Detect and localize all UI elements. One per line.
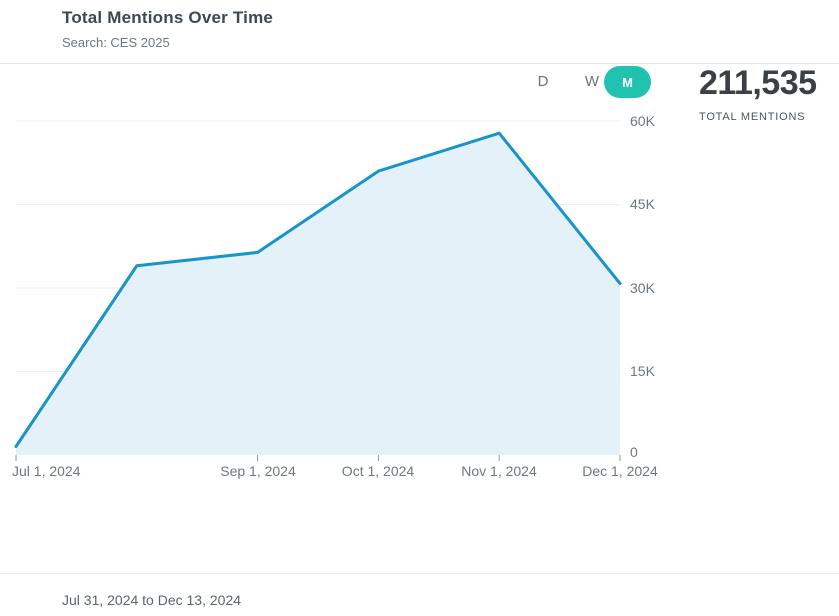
x-axis-label: Dec 1, 2024 — [582, 463, 658, 479]
granularity-daily-button[interactable]: D — [537, 73, 549, 90]
area-fill — [16, 133, 620, 455]
y-axis-label: 15K — [630, 363, 655, 379]
page-title: Total Mentions Over Time — [62, 8, 274, 27]
y-axis-label: 0 — [630, 444, 638, 460]
x-axis-label: Jul 1, 2024 — [12, 463, 81, 479]
total-mentions-summary: 211,535 TOTAL MENTIONS — [699, 66, 835, 123]
y-axis-label: 30K — [630, 280, 655, 296]
x-axis-label: Oct 1, 2024 — [341, 463, 415, 479]
footer-divider — [0, 573, 839, 574]
y-axis-label: 45K — [630, 196, 655, 212]
granularity-weekly-button[interactable]: W — [584, 73, 600, 90]
mentions-area-chart[interactable] — [0, 0, 700, 500]
y-axis-label: 60K — [630, 113, 655, 129]
trend-line — [14, 131, 622, 448]
total-mentions-value: 211,535 — [699, 64, 817, 102]
search-query-subtitle: Search: CES 2025 — [62, 35, 170, 50]
widget-header: Total Mentions Over Time Search: CES 202… — [62, 8, 273, 50]
x-axis-ticks — [15, 455, 621, 461]
date-range-label: Jul 31, 2024 to Dec 13, 2024 — [62, 592, 242, 608]
granularity-monthly-button[interactable]: M — [604, 66, 651, 98]
x-axis-label: Nov 1, 2024 — [461, 463, 537, 479]
header-divider — [0, 63, 839, 64]
x-axis-label: Sep 1, 2024 — [220, 463, 296, 479]
total-mentions-label: TOTAL MENTIONS — [699, 111, 806, 123]
